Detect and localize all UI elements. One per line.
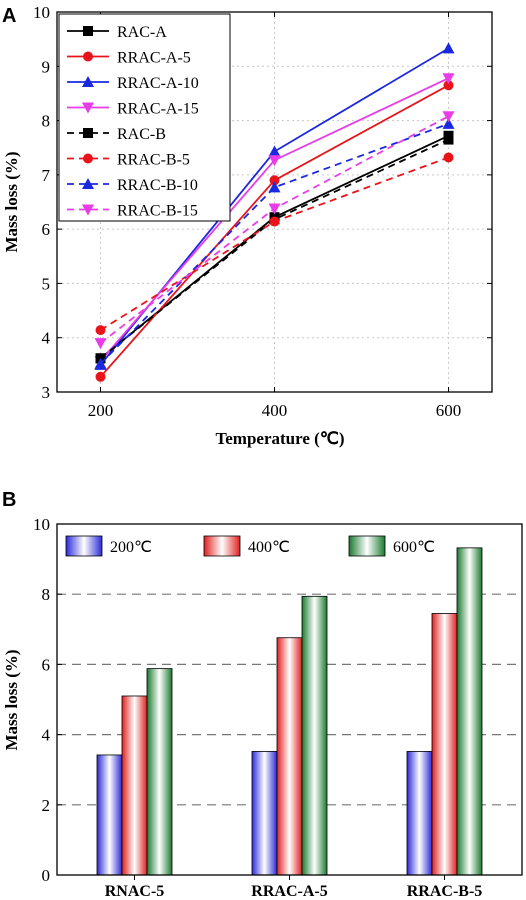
- panel-b: B 0 2 4 6 8 10 RNAC-5 RRAC-A-5 RRAC-B-5 Mass los…: [2, 489, 523, 900]
- panel-b-category-label: RRAC-B-5: [407, 883, 483, 900]
- panel-b-category-label: RNAC-5: [105, 883, 165, 900]
- bar-rrac-a-5-600: [301, 595, 328, 876]
- bar-rrac-b-5-600: [456, 547, 483, 876]
- data-point-rrac-b-15: [442, 111, 455, 123]
- panel-b-letter: B: [2, 489, 16, 511]
- panel-a-y-tick-label: 9: [42, 57, 51, 76]
- panel-a-y-tick-label: 10: [33, 3, 50, 22]
- panel-a: A 3 4 5 6 7 8 9 10 200 400 600 Temperature (℃) Mas…: [2, 3, 493, 448]
- legend-label-rrac-a-15: RRAC-A-15: [117, 101, 199, 118]
- legend-label-rrac-b-10: RRAC-B-10: [117, 177, 198, 194]
- series-rrac-b-5: [95, 152, 454, 336]
- bar-rnac-5-400: [121, 695, 148, 876]
- series-rrac-b-15: [94, 111, 455, 350]
- legend-marker-rrac-a-15: [82, 102, 94, 114]
- legend-label-rrac-b-5: RRAC-B-5: [117, 152, 190, 169]
- legend-label-rac-a: RAC-A: [117, 24, 167, 41]
- bar-rrac-a-5-200: [251, 751, 278, 876]
- data-point-rac-b: [443, 134, 454, 145]
- panel-a-y-tick-label: 3: [42, 383, 51, 402]
- panel-b-y-tick-label: 8: [42, 585, 51, 604]
- panel-a-y-tick-label: 7: [42, 166, 51, 185]
- data-point-rrac-a-15: [442, 73, 455, 85]
- legend-marker-rrac-b-15: [82, 204, 94, 216]
- data-point-rrac-a-15: [268, 155, 281, 167]
- panel-a-y-axis-title: Mass loss (%): [2, 151, 21, 252]
- panel-a-x-axis-title: Temperature (℃): [215, 429, 344, 448]
- bar-rnac-5-600: [146, 668, 173, 876]
- bar-rrac-b-5-200: [406, 751, 433, 876]
- legend-marker-rrac-a-10: [82, 76, 94, 87]
- panel-a-y-tick-label: 4: [42, 329, 51, 348]
- data-point-rrac-b-15: [94, 338, 107, 350]
- panel-a-x-tick-label: 200: [88, 401, 114, 420]
- panel-a-y-tick-label: 5: [42, 274, 51, 293]
- bar-rrac-a-5-400: [276, 637, 303, 876]
- panel-b-y-tick-label: 0: [42, 866, 51, 885]
- legend-label-600: 600℃: [393, 539, 435, 556]
- data-point-rrac-a-5: [443, 80, 454, 91]
- legend-label-rac-b: RAC-B: [117, 126, 166, 143]
- series-rrac-b-10: [94, 117, 455, 369]
- panel-b-category-label: RRAC-A-5: [251, 883, 327, 900]
- bar-rnac-5-200: [96, 754, 123, 876]
- legend-label-400: 400℃: [248, 539, 290, 556]
- panel-a-y-tick-label: 8: [42, 112, 51, 131]
- panel-b-y-tick-label: 10: [33, 515, 50, 534]
- panel-b-y-tick-label: 4: [42, 726, 51, 745]
- legend-marker-rac-b: [83, 128, 93, 138]
- legend-label-rrac-a-10: RRAC-A-10: [117, 75, 199, 92]
- data-point-rrac-a-10: [268, 145, 281, 157]
- panel-b-y-axis-title: Mass loss (%): [2, 649, 21, 750]
- panel-b-y-tick-label: 2: [42, 796, 51, 815]
- data-point-rrac-a-5: [269, 175, 280, 186]
- legend-marker-rrac-b-10: [82, 178, 94, 189]
- legend-swatch-200: [65, 535, 103, 557]
- data-point-rrac-a-10: [442, 42, 455, 54]
- legend-label-rrac-b-15: RRAC-B-15: [117, 203, 198, 220]
- data-point-rrac-a-5: [95, 371, 106, 382]
- legend-swatch-600: [348, 535, 386, 557]
- legend-marker-rrac-a-5: [83, 51, 93, 62]
- panel-a-x-tick-label: 600: [436, 401, 462, 420]
- panel-b-y-tick-label: 6: [42, 655, 51, 674]
- data-point-rrac-b-5: [95, 325, 106, 336]
- data-point-rrac-b-10: [94, 357, 107, 369]
- panel-b-legend: 200℃ 400℃ 600℃: [65, 535, 435, 557]
- legend-label-200: 200℃: [110, 539, 152, 556]
- data-point-rrac-b-10: [268, 181, 281, 193]
- legend-label-rrac-a-5: RRAC-A-5: [117, 50, 191, 67]
- data-point-rrac-b-5: [269, 216, 280, 227]
- data-point-rrac-b-5: [443, 152, 454, 163]
- data-point-rrac-b-15: [268, 203, 281, 215]
- legend-swatch-400: [203, 535, 241, 557]
- data-point-rrac-b-10: [442, 117, 455, 129]
- panel-a-letter: A: [2, 5, 16, 27]
- panel-a-legend: RAC-A RRAC-A-5 RRAC-A-10 RRAC-A-15 RAC-B RRAC…: [58, 13, 231, 222]
- legend-marker-rac-a: [83, 26, 93, 36]
- panel-a-y-tick-label: 6: [42, 220, 51, 239]
- legend-marker-rrac-b-5: [83, 153, 93, 164]
- bar-rrac-b-5-400: [431, 613, 458, 876]
- panel-a-x-tick-label: 400: [262, 401, 288, 420]
